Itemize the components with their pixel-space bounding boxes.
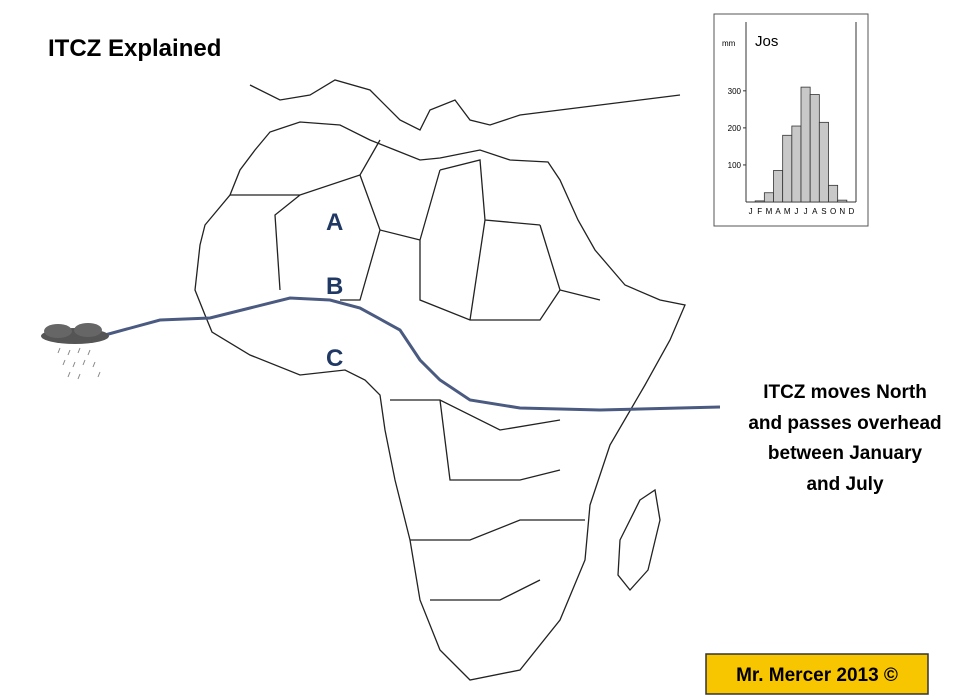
y-tick-label: 300 <box>728 87 742 96</box>
x-tick-label: A <box>775 207 781 216</box>
x-tick-label: J <box>804 207 808 216</box>
bar <box>791 125 802 203</box>
annotation-line: and passes overhead <box>748 413 941 434</box>
footer: Mr. Mercer 2013 © <box>736 665 898 686</box>
y-axis-label: mm <box>722 39 736 48</box>
y-tick-label: 100 <box>728 161 742 170</box>
x-tick-label: J <box>794 207 798 216</box>
bar <box>763 192 774 203</box>
zone-label: B <box>326 273 343 300</box>
x-tick-label: M <box>784 207 791 216</box>
bar <box>773 170 784 203</box>
zone-labels: A B C <box>326 209 343 372</box>
bar <box>800 86 811 203</box>
title: ITCZ Explained <box>48 35 221 62</box>
chart-title: Jos <box>755 33 778 50</box>
annotation: ITCZ moves North and passes overhead bet… <box>748 382 941 495</box>
annotation-line: between January <box>768 443 923 464</box>
x-tick-label: A <box>812 207 818 216</box>
bar <box>837 199 848 203</box>
x-tick-label: S <box>821 207 826 216</box>
itcz-line <box>104 296 721 412</box>
x-tick-label: O <box>830 207 836 216</box>
bar <box>828 184 839 203</box>
annotation-line: and July <box>806 474 884 495</box>
annotation-line: ITCZ moves North <box>763 382 927 403</box>
borders <box>230 139 601 601</box>
bar <box>782 134 793 203</box>
x-tick-label: F <box>757 207 762 216</box>
europe-coast <box>249 79 681 131</box>
rain-cloud <box>41 323 109 380</box>
map <box>194 79 686 681</box>
x-tick-label: M <box>766 207 773 216</box>
zone-label: C <box>326 345 343 372</box>
africa-outline <box>194 121 686 681</box>
x-tick-label: D <box>849 207 855 216</box>
x-tick-label: N <box>839 207 845 216</box>
y-tick-label: 200 <box>728 124 742 133</box>
bar <box>809 94 820 203</box>
x-tick-label: J <box>749 207 753 216</box>
bar <box>754 200 765 203</box>
zone-label: A <box>326 209 343 236</box>
footer-box <box>705 653 929 695</box>
madagascar <box>617 488 661 592</box>
bar <box>818 121 829 203</box>
